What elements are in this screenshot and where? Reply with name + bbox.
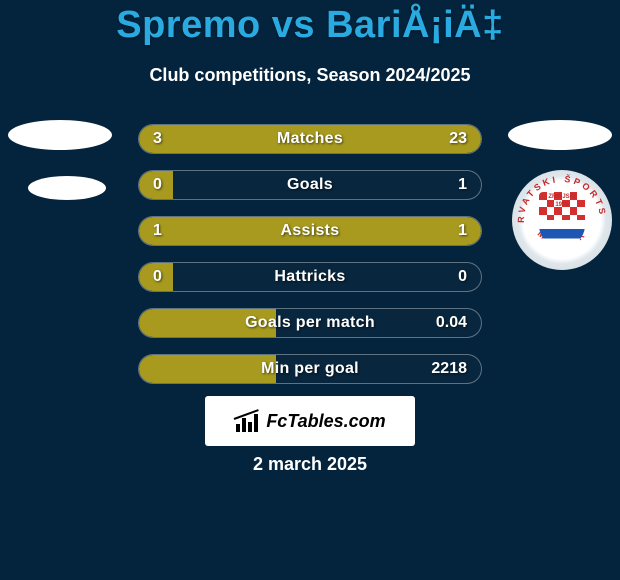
stat-bar-row: 01Goals	[138, 170, 482, 200]
bar-label: Min per goal	[139, 355, 481, 383]
avatar-placeholder-shape	[28, 176, 106, 200]
bar-label: Matches	[139, 125, 481, 153]
stat-bar-row: 00Hattricks	[138, 262, 482, 292]
bar-label: Goals	[139, 171, 481, 199]
stat-bar-row: 323Matches	[138, 124, 482, 154]
subtitle: Club competitions, Season 2024/2025	[0, 65, 620, 86]
fctables-logo: FcTables.com	[205, 396, 415, 446]
bar-label: Assists	[139, 217, 481, 245]
stat-bars: 323Matches 01Goals 11Assists 00Hattricks 0.0…	[138, 124, 482, 400]
badge-ring: HRVATSKI ŠPORTSKI MOSTAR ZRINJSKI 1905	[512, 170, 612, 270]
badge-center-year: 1905	[539, 202, 585, 208]
bar-label: Hattricks	[139, 263, 481, 291]
chart-icon	[234, 410, 260, 432]
stat-bar-row: 2218Min per goal	[138, 354, 482, 384]
badge-shield: ZRINJSKI 1905	[539, 192, 585, 248]
club-badge: HRVATSKI ŠPORTSKI MOSTAR ZRINJSKI 1905	[512, 170, 612, 270]
comparison-card: Spremo vs BariÅ¡iÄ‡ Club competitions, S…	[0, 0, 620, 580]
badge-band	[539, 220, 585, 248]
player-left-avatar	[8, 90, 112, 194]
badge-center-top: ZRINJSKI	[543, 194, 581, 200]
page-title: Spremo vs BariÅ¡iÄ‡	[0, 0, 620, 47]
avatar-placeholder-shape	[508, 120, 612, 150]
date-label: 2 march 2025	[0, 454, 620, 475]
stat-bar-row: 0.04Goals per match	[138, 308, 482, 338]
stat-bar-row: 11Assists	[138, 216, 482, 246]
logo-text: FcTables.com	[266, 411, 385, 432]
bar-label: Goals per match	[139, 309, 481, 337]
avatar-placeholder-shape	[8, 120, 112, 150]
